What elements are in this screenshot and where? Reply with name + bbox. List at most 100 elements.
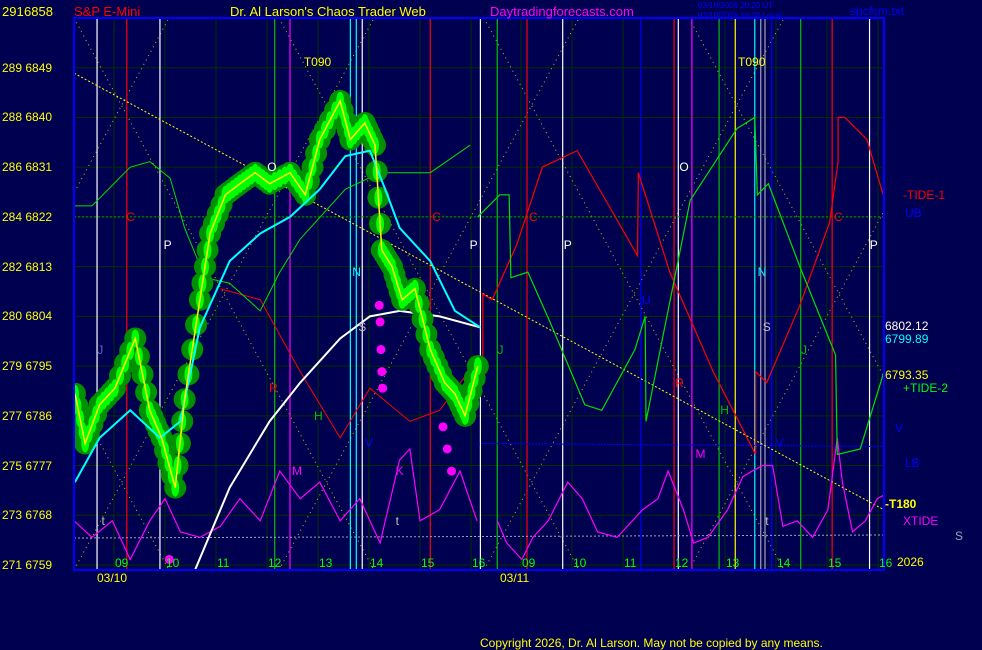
event-label: R — [675, 375, 684, 390]
oscillator-line — [74, 447, 478, 561]
red-forecast-line — [482, 116, 884, 455]
file-name: spcfcm.txt — [850, 4, 905, 18]
event-label: J — [497, 342, 504, 357]
readout-yellow: 6793.35 — [885, 368, 929, 382]
label-ub: UB — [905, 206, 922, 220]
y-tick-label: 288 6840 — [2, 110, 53, 125]
x-hour-label: 15 — [421, 556, 435, 570]
x-hour-label: 11 — [624, 556, 637, 570]
event-label: J — [800, 342, 807, 357]
cyan-average-line — [74, 149, 481, 483]
magenta-dot — [374, 300, 384, 310]
label-v: V — [895, 421, 904, 435]
event-label: V — [775, 436, 784, 451]
event-label: V — [365, 436, 374, 451]
copyright: Copyright 2026, Dr. Al Larson. May not b… — [480, 636, 823, 650]
y-tick-label: 286 6831 — [2, 160, 53, 175]
price-line — [74, 98, 479, 488]
x-hour-label: 13 — [726, 556, 740, 570]
event-label: M — [695, 447, 706, 462]
magenta-dot — [164, 554, 174, 564]
site-link[interactable]: Daytradingforecasts.com — [490, 4, 634, 19]
event-label: P — [469, 237, 478, 252]
y-tick-label: 275 6777 — [2, 458, 53, 473]
event-label: K — [395, 464, 404, 479]
magenta-dot — [376, 345, 386, 355]
y-tick-label: 277 6786 — [2, 408, 53, 423]
event-label: C — [432, 209, 441, 224]
x-hour-label: 12 — [675, 556, 689, 570]
magenta-dot — [378, 383, 388, 393]
trend-line — [74, 72, 884, 511]
x-hour-label: 10 — [166, 556, 180, 570]
magenta-dot — [438, 422, 448, 432]
readout-white: 6802.12 — [885, 319, 929, 333]
x-hour-label: 14 — [777, 556, 791, 570]
magenta-dot — [377, 367, 387, 377]
lattice-line — [74, 18, 170, 194]
x-date-label: 03/11 — [500, 571, 530, 585]
label-tide1: -TIDE-1 — [903, 188, 945, 202]
event-label: H — [314, 408, 323, 423]
y-tick-label: 271 6759 — [2, 558, 53, 572]
red-forecast-line — [220, 288, 478, 439]
y-tick-label: 289 6849 — [2, 60, 53, 75]
event-label: T090 — [303, 55, 332, 70]
plot-area — [74, 18, 982, 570]
instrument-name: S&P E-Mini — [74, 4, 141, 19]
event-label: C — [528, 209, 538, 224]
event-label: t — [395, 513, 399, 528]
lattice-line — [894, 18, 982, 570]
event-label: T090 — [738, 55, 766, 70]
year-label: 2026 — [897, 555, 924, 569]
label-s: S — [955, 529, 964, 543]
event-label: S — [358, 320, 367, 335]
event-label: M — [291, 464, 302, 479]
label-xtide: XTIDE — [903, 514, 939, 528]
magenta-dot — [447, 466, 456, 476]
event-label: O — [679, 160, 689, 175]
x-hour-label: 16 — [879, 556, 893, 570]
label-t180: -T180 — [885, 497, 917, 511]
readout-cyan: 6799.89 — [885, 332, 929, 346]
x-hour-label: 15 — [828, 556, 842, 570]
label-tide2: +TIDE-2 — [903, 381, 949, 395]
header-left-value: 291 — [2, 4, 24, 19]
x-date-label: 03/10 — [97, 571, 128, 585]
event-label: S — [762, 320, 771, 335]
y-tick-label: 280 6804 — [2, 309, 53, 324]
event-label: P — [869, 237, 878, 252]
magenta-dot — [375, 317, 385, 327]
lattice-line — [74, 394, 170, 570]
x-hour-label: 13 — [319, 556, 333, 570]
x-hour-label: 09 — [115, 556, 129, 570]
event-label: N — [757, 265, 767, 280]
event-label: R — [269, 381, 278, 396]
lattice-line — [688, 18, 884, 378]
baseline-level — [74, 534, 884, 539]
event-label: J — [97, 342, 104, 357]
y-tick-label: 279 6795 — [2, 359, 53, 374]
event-label: O — [267, 160, 277, 175]
x-hour-label: 10 — [573, 556, 587, 570]
x-hour-label: 16 — [472, 556, 486, 570]
x-hour-label: 11 — [217, 556, 230, 570]
x-hour-label: 14 — [370, 556, 384, 570]
lattice-line — [688, 210, 884, 570]
lb-level-line — [477, 442, 884, 447]
time-ut: 03/10/2026 20:20 UT — [698, 1, 774, 10]
lattice-line — [894, 18, 982, 570]
page-title: Dr. Al Larson's Chaos Trader Web — [230, 4, 426, 19]
x-hour-label: 09 — [522, 556, 536, 570]
event-label: N — [352, 265, 361, 280]
event-label: P — [163, 237, 172, 252]
event-label: H — [720, 403, 729, 418]
plot-border — [73, 17, 885, 571]
event-label: P — [563, 237, 572, 252]
event-label: C — [834, 209, 843, 224]
event-label: t — [101, 513, 105, 528]
y-tick-label: 273 6768 — [2, 508, 53, 523]
magenta-dot — [442, 444, 452, 454]
y-tick-label: 284 6822 — [2, 209, 53, 224]
